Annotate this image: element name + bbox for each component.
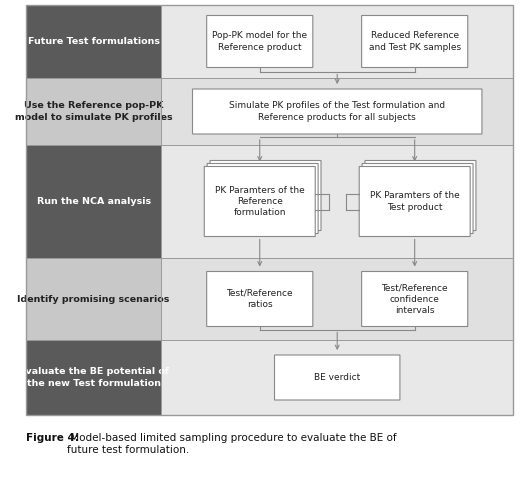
FancyBboxPatch shape — [359, 167, 470, 237]
Text: Evaluate the BE potential of
the new Test formulation: Evaluate the BE potential of the new Tes… — [19, 368, 169, 387]
Text: Use the Reference pop-PK
model to simulate PK profiles: Use the Reference pop-PK model to simula… — [15, 101, 172, 122]
FancyBboxPatch shape — [161, 5, 513, 78]
FancyBboxPatch shape — [362, 164, 473, 233]
FancyBboxPatch shape — [207, 164, 318, 233]
FancyBboxPatch shape — [161, 258, 513, 340]
FancyBboxPatch shape — [26, 340, 161, 415]
Text: Pop-PK model for the
Reference product: Pop-PK model for the Reference product — [212, 31, 307, 52]
FancyBboxPatch shape — [207, 15, 313, 68]
Text: PK Paramters of the
Test product: PK Paramters of the Test product — [370, 191, 460, 212]
FancyBboxPatch shape — [210, 160, 321, 230]
Text: Figure 4:: Figure 4: — [26, 433, 79, 443]
FancyBboxPatch shape — [26, 258, 161, 340]
Text: Future Test formulations: Future Test formulations — [28, 37, 159, 46]
FancyBboxPatch shape — [161, 78, 513, 145]
FancyBboxPatch shape — [161, 145, 513, 258]
Text: Run the NCA analysis: Run the NCA analysis — [36, 197, 151, 206]
FancyBboxPatch shape — [362, 15, 468, 68]
FancyBboxPatch shape — [26, 5, 161, 78]
Text: Model-based limited sampling procedure to evaluate the BE of
future test formula: Model-based limited sampling procedure t… — [67, 433, 396, 455]
Text: Test/Reference
ratios: Test/Reference ratios — [227, 289, 293, 309]
FancyBboxPatch shape — [207, 271, 313, 327]
FancyBboxPatch shape — [26, 145, 161, 258]
Text: BE verdict: BE verdict — [314, 373, 361, 382]
Text: Reduced Reference
and Test PK samples: Reduced Reference and Test PK samples — [369, 31, 461, 52]
FancyBboxPatch shape — [362, 271, 468, 327]
FancyBboxPatch shape — [204, 167, 315, 237]
FancyBboxPatch shape — [365, 160, 476, 230]
FancyBboxPatch shape — [161, 340, 513, 415]
Text: Simulate PK profiles of the Test formulation and
Reference products for all subj: Simulate PK profiles of the Test formula… — [229, 101, 445, 122]
FancyBboxPatch shape — [275, 355, 400, 400]
Text: Identify promising scenarios: Identify promising scenarios — [17, 295, 170, 303]
Text: PK Paramters of the
Reference
formulation: PK Paramters of the Reference formulatio… — [215, 186, 305, 217]
Text: Test/Reference
confidence
intervals: Test/Reference confidence intervals — [381, 284, 448, 314]
FancyBboxPatch shape — [192, 89, 482, 134]
FancyBboxPatch shape — [26, 78, 161, 145]
